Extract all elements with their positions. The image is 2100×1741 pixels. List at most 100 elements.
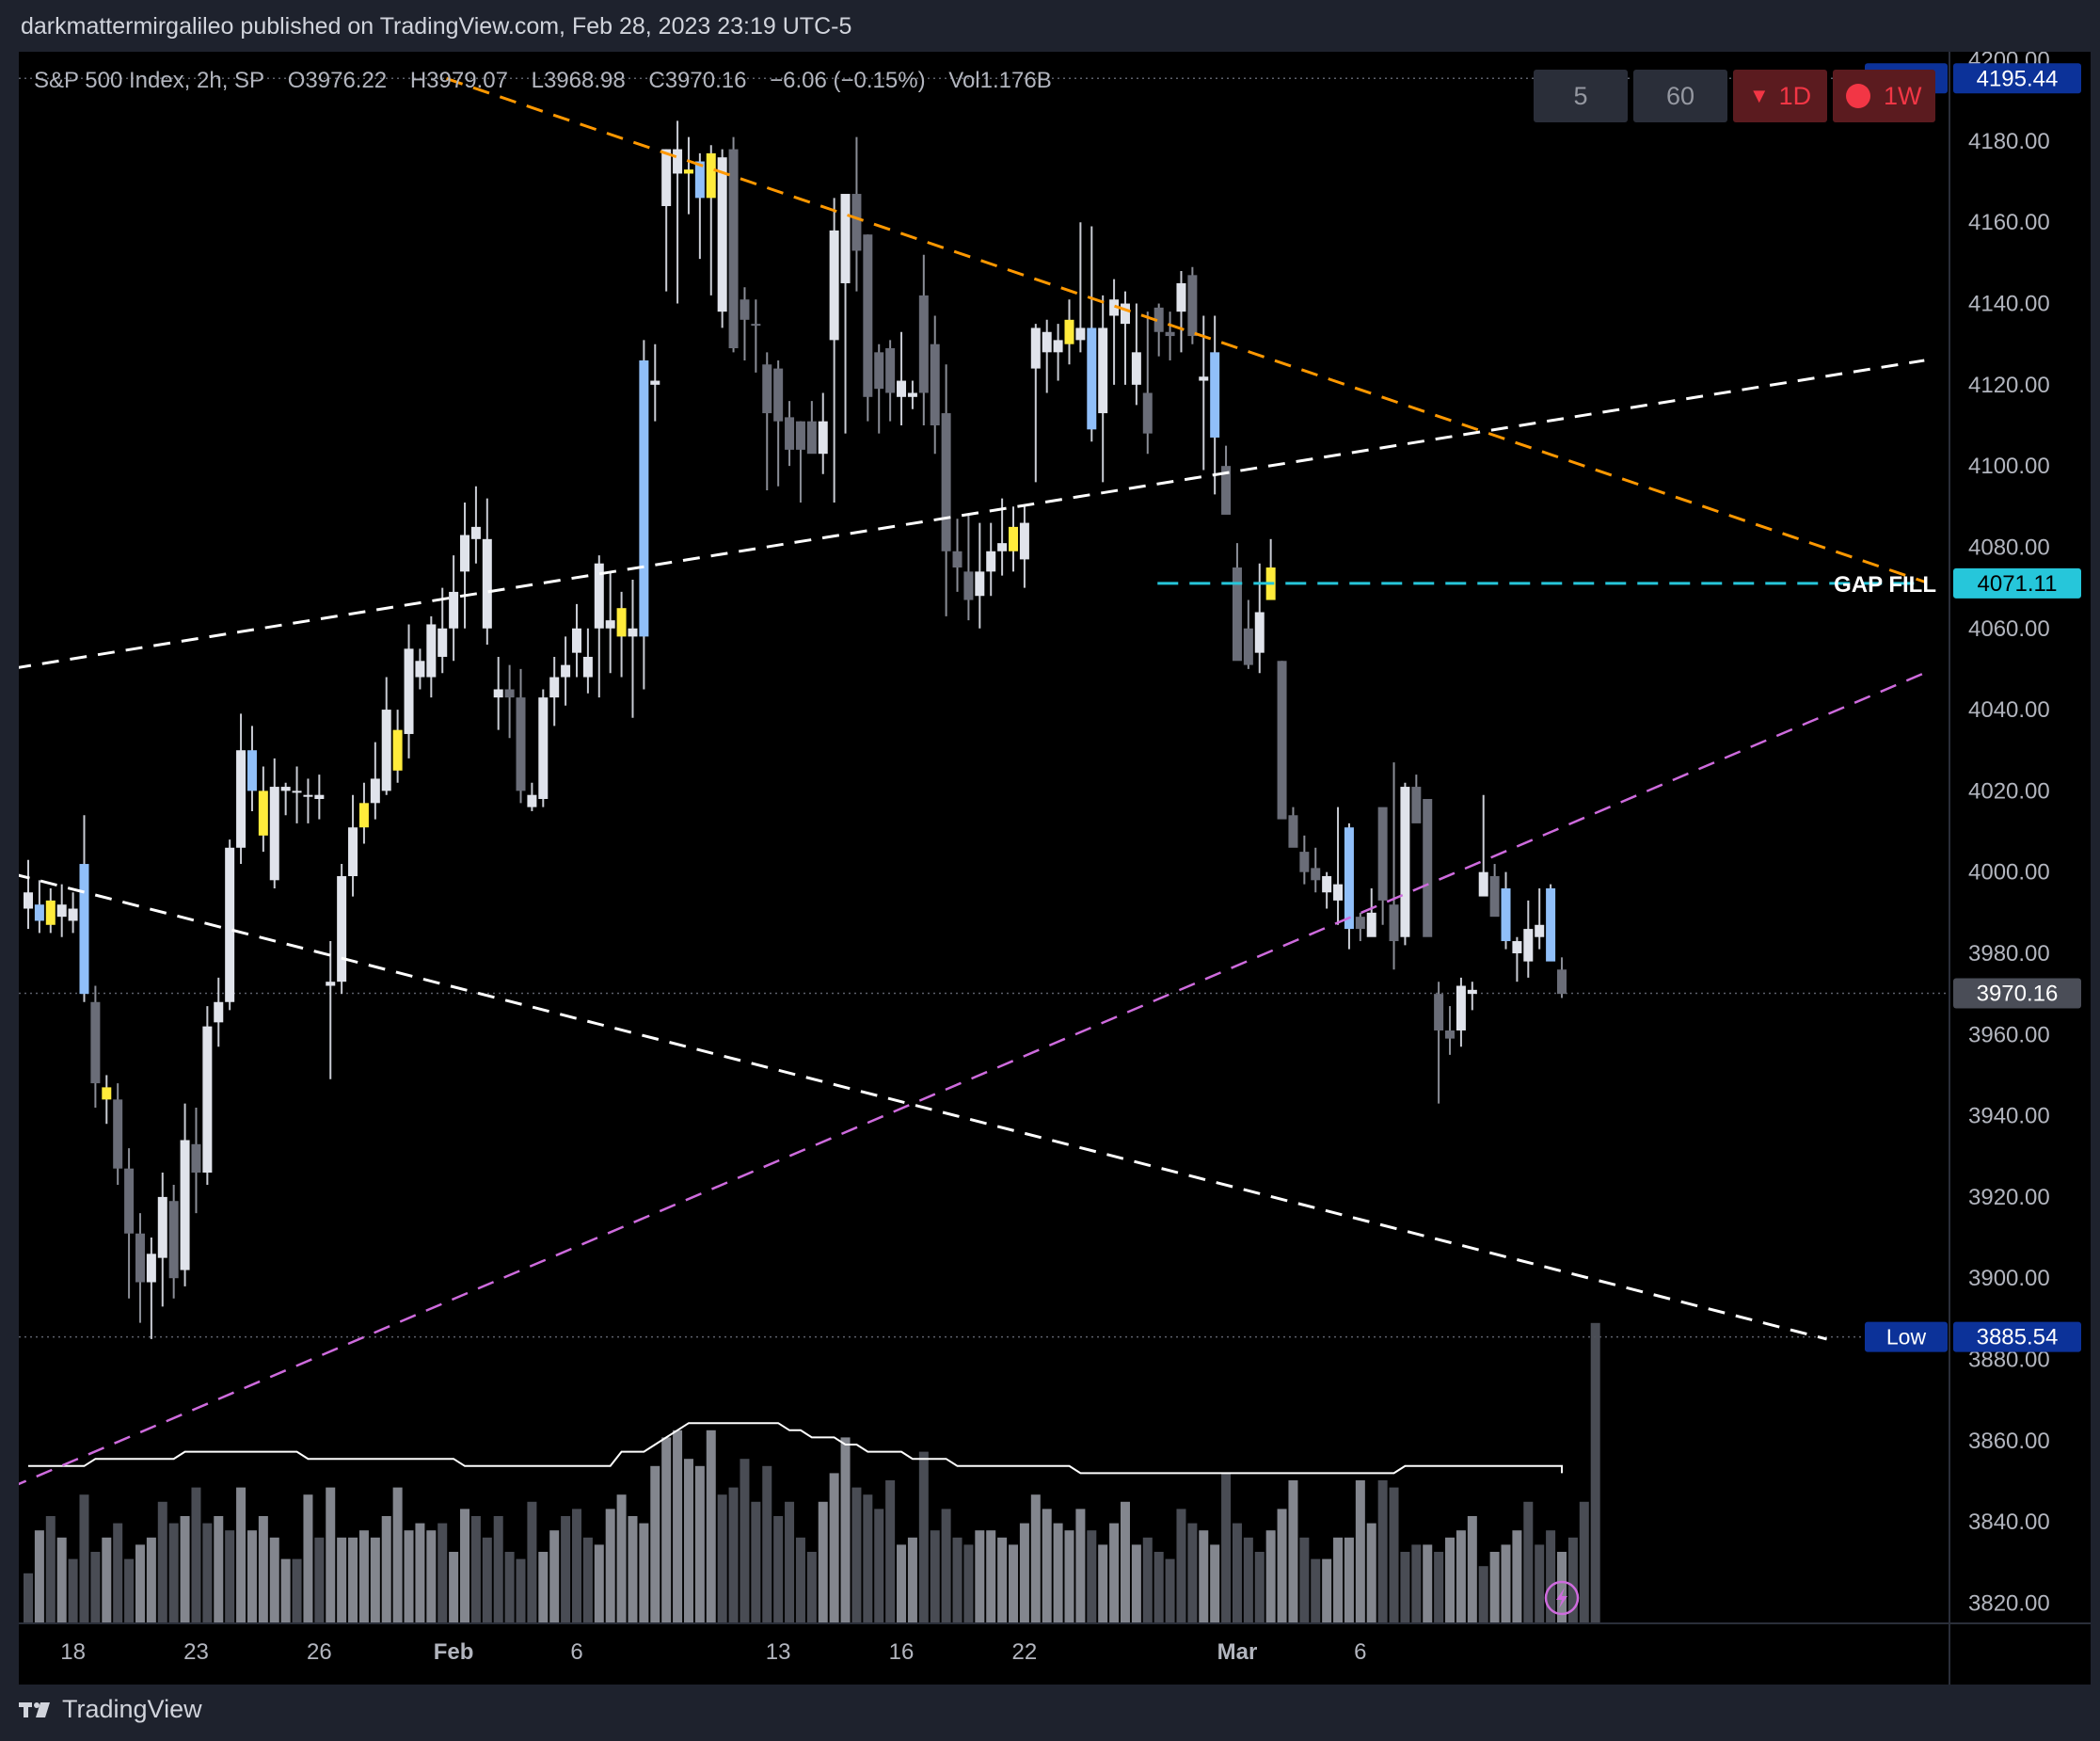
candle-body <box>1165 331 1175 337</box>
volume-bar <box>392 1487 403 1623</box>
volume-bar <box>806 1552 817 1623</box>
volume-bar <box>79 1494 89 1623</box>
volume-bar <box>303 1494 313 1623</box>
time-tick-label: 18 <box>60 1639 86 1665</box>
volume-bar <box>1501 1544 1511 1623</box>
volume-bar <box>1109 1523 1120 1623</box>
candle-body <box>415 661 425 678</box>
candle-body <box>1120 303 1130 325</box>
volume-bar <box>90 1552 101 1623</box>
volume-bar <box>683 1459 693 1623</box>
candle-body <box>1467 989 1477 995</box>
volume-bar <box>1277 1509 1287 1623</box>
interval-60-button[interactable]: 60 <box>1633 70 1727 122</box>
volume-bar <box>68 1558 78 1623</box>
lightning-icon <box>1544 1580 1580 1616</box>
volume-bar <box>1176 1509 1186 1623</box>
volume-bar <box>582 1537 593 1623</box>
time-tick-label: 6 <box>570 1639 582 1665</box>
candle-body <box>358 803 369 828</box>
volume-bar <box>897 1544 907 1623</box>
volume-bar <box>157 1501 167 1623</box>
candle-body <box>1064 319 1074 344</box>
volume-bar <box>740 1459 750 1623</box>
volume-bar <box>829 1473 839 1623</box>
time-tick-label: 26 <box>307 1639 332 1665</box>
interval-5-button[interactable]: 5 <box>1534 70 1628 122</box>
time-axis[interactable]: 18 23 26 Feb 6 13 16 22 Mar 6 <box>60 1639 1366 1665</box>
volume-bar <box>1087 1530 1097 1623</box>
candle-body <box>897 380 907 397</box>
candle-body <box>594 563 604 629</box>
candle-body <box>1501 887 1511 942</box>
volume-bar <box>1165 1558 1175 1623</box>
candle-body <box>460 535 470 572</box>
time-tick-label: 22 <box>1012 1639 1038 1665</box>
volume-bar <box>516 1558 526 1623</box>
candle-body <box>762 364 772 414</box>
price-tick-label: 4120.00 <box>1968 373 2050 398</box>
trendlines[interactable] <box>19 77 1925 1509</box>
candle-body <box>314 794 325 800</box>
legend-symbol[interactable]: S&P 500 Index, 2h, SP <box>34 68 265 93</box>
candle-body <box>673 149 683 174</box>
volume-bar <box>1512 1530 1522 1623</box>
volume-bar <box>818 1501 828 1623</box>
candle-body <box>269 787 279 881</box>
volume-bar <box>1445 1537 1456 1623</box>
candle-body <box>180 1140 190 1270</box>
volume-bar <box>247 1530 257 1623</box>
volume-bar <box>1523 1501 1534 1623</box>
interval-1d-button[interactable]: ▼ 1D <box>1733 70 1827 122</box>
chart-panel[interactable] <box>19 52 2091 1685</box>
interval-1w-button[interactable]: 1W <box>1833 70 1935 122</box>
volume-bar <box>1333 1537 1344 1623</box>
interval-60-label: 60 <box>1665 81 1695 110</box>
candle-body <box>1042 331 1052 353</box>
volume-bar <box>1210 1544 1220 1623</box>
candle-body <box>202 1026 213 1174</box>
tradingview-logo[interactable]: TradingView <box>19 1695 202 1724</box>
price-chart[interactable]: USD4200.004180.004160.004140.004120.0041… <box>19 52 2091 1685</box>
volume-bar <box>1254 1552 1265 1623</box>
volume-bar <box>292 1558 302 1623</box>
candle-body <box>616 608 627 637</box>
interval-buttons: 5 60 ▼ 1D 1W <box>1534 70 1935 122</box>
volume-bar <box>1064 1530 1074 1623</box>
volume-bar <box>1131 1544 1141 1623</box>
legend-high: H3979.07 <box>409 68 508 93</box>
candle-body <box>571 628 581 653</box>
volume-bar <box>751 1501 761 1623</box>
volume-bar <box>628 1516 638 1623</box>
candle-body <box>124 1168 135 1234</box>
candle-body <box>1053 340 1063 353</box>
price-axis[interactable]: USD4200.004180.004160.004140.004120.0041… <box>19 52 2091 1685</box>
volume-bar <box>785 1501 795 1623</box>
candle-body <box>426 624 437 678</box>
violet-trendline <box>19 672 1925 1486</box>
volume-bar <box>571 1509 581 1623</box>
legend-open: O3976.22 <box>287 68 388 93</box>
volume-bar <box>258 1516 268 1623</box>
candle-body <box>907 392 917 397</box>
candle-body <box>717 157 727 312</box>
candle-body <box>1377 807 1388 901</box>
candle-body <box>829 230 839 341</box>
candle-body <box>818 421 828 455</box>
volume-bar <box>1478 1566 1488 1623</box>
candle-body <box>1243 628 1253 665</box>
price-tick-label: 4100.00 <box>1968 454 2050 479</box>
candle-body <box>56 904 67 918</box>
gap-fill-price-tag <box>1953 567 2081 599</box>
candle-body <box>650 380 660 385</box>
time-tick-label: Feb <box>434 1639 474 1665</box>
candle-body <box>1344 827 1354 930</box>
volume-bar <box>337 1537 347 1623</box>
candle-body <box>1299 852 1310 872</box>
volume-bar <box>650 1465 660 1623</box>
candle-body <box>1512 941 1522 953</box>
gap-fill-label: GAP FILL <box>1834 572 1936 598</box>
candle-body <box>1131 352 1141 385</box>
candle-body <box>79 864 89 995</box>
grid-lines <box>19 77 1949 1338</box>
